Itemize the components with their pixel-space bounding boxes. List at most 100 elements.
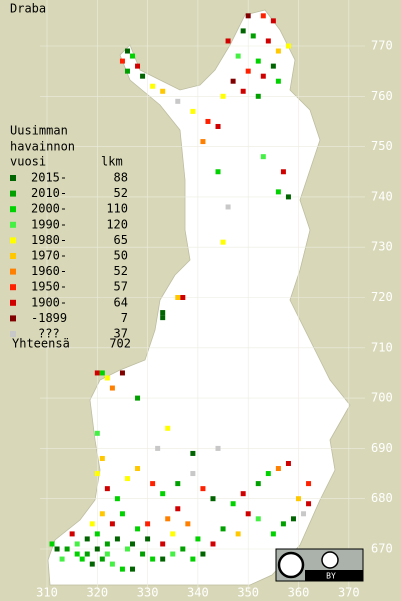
occurrence-square	[135, 526, 141, 532]
occurrence-square	[255, 93, 261, 99]
occurrence-square	[270, 63, 276, 69]
occurrence-square	[94, 531, 100, 537]
occurrence-square	[245, 13, 251, 19]
y-tick-label: 710	[371, 340, 393, 354]
occurrence-square	[285, 460, 291, 466]
occurrence-square	[135, 63, 141, 69]
occurrence-square	[225, 204, 231, 210]
occurrence-square	[200, 139, 206, 145]
legend-label: 2010-	[31, 186, 67, 200]
occurrence-square	[175, 98, 181, 104]
legend-label: 2000-	[31, 202, 67, 216]
occurrence-square	[99, 370, 105, 376]
occurrence-square	[245, 68, 251, 74]
occurrence-square	[160, 315, 166, 321]
legend-label: -1899	[31, 311, 67, 325]
legend-count: 37	[114, 327, 128, 341]
occurrence-square	[165, 516, 171, 522]
occurrence-square	[215, 123, 221, 129]
occurrence-square	[280, 521, 286, 527]
legend-swatch	[10, 299, 16, 306]
occurrence-square	[270, 18, 276, 24]
occurrence-square	[280, 169, 286, 175]
occurrence-square	[170, 551, 176, 557]
y-tick-label: 680	[371, 491, 393, 505]
occurrence-square	[175, 506, 181, 512]
legend-swatch	[10, 237, 16, 244]
occurrence-square	[265, 471, 271, 477]
legend-heading: havainnon	[10, 140, 75, 154]
occurrence-square	[220, 239, 226, 245]
occurrence-square	[285, 43, 291, 49]
x-tick-label: 320	[86, 586, 108, 600]
legend-count: 57	[114, 280, 128, 294]
occurrence-square	[49, 541, 55, 547]
legend-count-heading: lkm	[101, 155, 123, 169]
occurrence-square	[155, 445, 161, 451]
occurrence-square	[230, 501, 236, 507]
occurrence-square	[250, 33, 256, 39]
occurrence-square	[200, 486, 206, 492]
occurrence-square	[150, 481, 156, 487]
occurrence-square	[290, 516, 296, 522]
occurrence-square	[215, 169, 221, 175]
y-tick-label: 670	[371, 542, 393, 556]
y-tick-label: 740	[371, 189, 393, 203]
y-tick-label: 760	[371, 89, 393, 103]
total-count: 702	[109, 337, 131, 351]
occurrence-square	[270, 531, 276, 537]
map-title: Draba	[10, 2, 46, 16]
occurrence-square	[104, 375, 110, 381]
occurrence-square	[109, 521, 115, 527]
occurrence-square	[190, 108, 196, 114]
legend-swatch	[10, 206, 16, 213]
occurrence-square	[104, 486, 110, 492]
occurrence-square	[260, 13, 266, 19]
legend-swatch	[10, 190, 16, 197]
occurrence-square	[84, 551, 90, 557]
occurrence-square	[306, 481, 312, 487]
occurrence-square	[99, 455, 105, 461]
legend-swatch	[10, 253, 16, 259]
occurrence-square	[109, 385, 115, 391]
occurrence-square	[275, 78, 281, 84]
legend-count: 52	[114, 264, 128, 278]
occurrence-square	[210, 496, 216, 502]
y-tick-label: 690	[371, 441, 393, 455]
occurrence-square	[119, 566, 125, 572]
legend-count: 65	[114, 233, 128, 247]
occurrence-square	[99, 556, 105, 562]
legend-heading: vuosi	[10, 155, 46, 169]
occurrence-square	[265, 38, 271, 44]
legend-label: 2015-	[31, 171, 67, 185]
x-tick-label: 340	[187, 586, 209, 600]
x-tick-label: 370	[338, 586, 360, 600]
cc-icon	[277, 551, 305, 579]
occurrence-square	[130, 53, 136, 59]
occurrence-square	[255, 516, 261, 522]
occurrence-square	[220, 526, 226, 532]
occurrence-square	[195, 536, 201, 542]
occurrence-square	[130, 566, 136, 572]
occurrence-square	[124, 546, 130, 552]
y-tick-label: 700	[371, 391, 393, 405]
occurrence-square	[255, 58, 261, 64]
badge-bar	[305, 570, 363, 581]
legend-count: 110	[106, 202, 128, 216]
occurrence-square	[180, 546, 186, 552]
occurrence-square	[240, 491, 246, 497]
occurrence-square	[94, 471, 100, 477]
occurrence-square	[119, 511, 125, 517]
occurrence-square	[119, 370, 125, 376]
occurrence-square	[99, 511, 105, 517]
license-label: BY	[326, 572, 336, 581]
occurrence-square	[215, 445, 221, 451]
occurrence-square	[104, 541, 110, 547]
occurrence-square	[230, 78, 236, 84]
occurrence-square	[160, 556, 166, 562]
occurrence-square	[165, 425, 171, 431]
cc-badge: BY	[275, 548, 364, 582]
occurrence-square	[145, 536, 151, 542]
legend-count: 120	[106, 217, 128, 231]
